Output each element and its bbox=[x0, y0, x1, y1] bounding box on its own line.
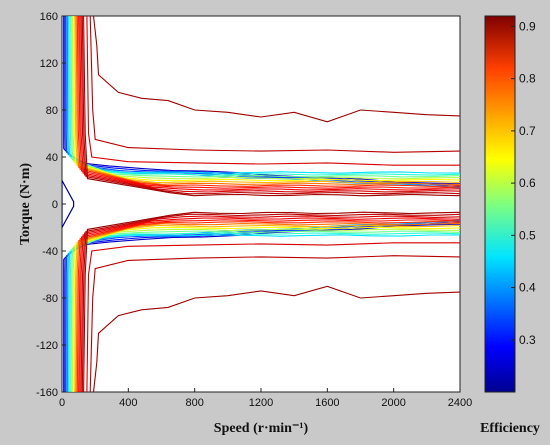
y-tick-label: -40 bbox=[42, 246, 58, 258]
contour-line bbox=[81, 16, 460, 195]
contour-line bbox=[71, 16, 460, 180]
contour-line bbox=[75, 16, 460, 186]
y-tick-label: 80 bbox=[46, 105, 58, 117]
contour-line bbox=[83, 211, 460, 392]
plot-area bbox=[61, 15, 461, 393]
x-tick-label: 400 bbox=[119, 397, 137, 409]
x-tick-label: 1200 bbox=[249, 397, 273, 409]
colorbar bbox=[484, 15, 516, 393]
contour-line bbox=[76, 221, 460, 392]
y-tick-label: -160 bbox=[36, 387, 58, 399]
x-tick-label: 0 bbox=[59, 397, 65, 409]
y-axis-label: Torque (N·m) bbox=[18, 163, 33, 245]
y-tick-label: 160 bbox=[40, 11, 58, 23]
contour-line bbox=[89, 255, 460, 392]
contour-line bbox=[80, 16, 460, 193]
low-speed-wedge bbox=[62, 180, 75, 228]
contour-line bbox=[81, 213, 460, 392]
y-tick-label: 40 bbox=[46, 152, 58, 164]
contour-line bbox=[92, 285, 460, 392]
colorbar-label: Efficiency bbox=[480, 421, 540, 436]
contour-line bbox=[73, 226, 460, 392]
y-tick-label: 0 bbox=[52, 199, 58, 211]
contour-line bbox=[79, 217, 460, 392]
contour-line bbox=[71, 228, 460, 392]
colorbar-tick-label: 0.8 bbox=[519, 72, 536, 86]
contour-line bbox=[78, 16, 460, 189]
contour-line bbox=[79, 16, 460, 191]
contour-line bbox=[89, 16, 460, 153]
contour-line bbox=[83, 16, 460, 197]
contour-line bbox=[92, 16, 460, 123]
x-tick-label: 800 bbox=[185, 397, 203, 409]
colorbar-tick-label: 0.6 bbox=[519, 176, 536, 190]
y-tick-label: -120 bbox=[36, 340, 58, 352]
x-tick-label: 2400 bbox=[448, 397, 472, 409]
y-tick-label: 120 bbox=[40, 58, 58, 70]
colorbar-tick-label: 0.3 bbox=[519, 333, 536, 347]
contour-line bbox=[76, 16, 460, 187]
x-axis-ticks: 0 400 800 1200 1600 2000 2400 bbox=[59, 388, 472, 409]
x-axis-label: Speed (r·min⁻¹) bbox=[214, 421, 309, 436]
contour-lines bbox=[62, 16, 460, 392]
contour-line bbox=[78, 219, 460, 392]
colorbar-tick-label: 0.5 bbox=[519, 228, 536, 242]
y-tick-label: -80 bbox=[42, 293, 58, 305]
y-axis-ticks: 160 120 80 40 0 -40 -80 -120 -160 bbox=[36, 11, 66, 399]
contour-line bbox=[86, 242, 460, 392]
colorbar-ticks: 0.3 0.4 0.5 0.6 0.7 0.8 0.9 bbox=[511, 19, 536, 347]
x-tick-label: 1600 bbox=[315, 397, 339, 409]
contour-line bbox=[73, 16, 460, 182]
contour-line bbox=[74, 16, 460, 184]
contour-line bbox=[75, 222, 460, 392]
x-tick-label: 2000 bbox=[381, 397, 405, 409]
colorbar-tick-label: 0.9 bbox=[519, 19, 536, 33]
contour-line bbox=[86, 16, 460, 166]
contour-line bbox=[70, 16, 460, 178]
colorbar-tick-label: 0.4 bbox=[519, 281, 536, 295]
contour-line bbox=[70, 230, 460, 392]
colorbar-tick-label: 0.7 bbox=[519, 124, 536, 138]
contour-line bbox=[74, 224, 460, 392]
contour-line bbox=[80, 215, 460, 392]
